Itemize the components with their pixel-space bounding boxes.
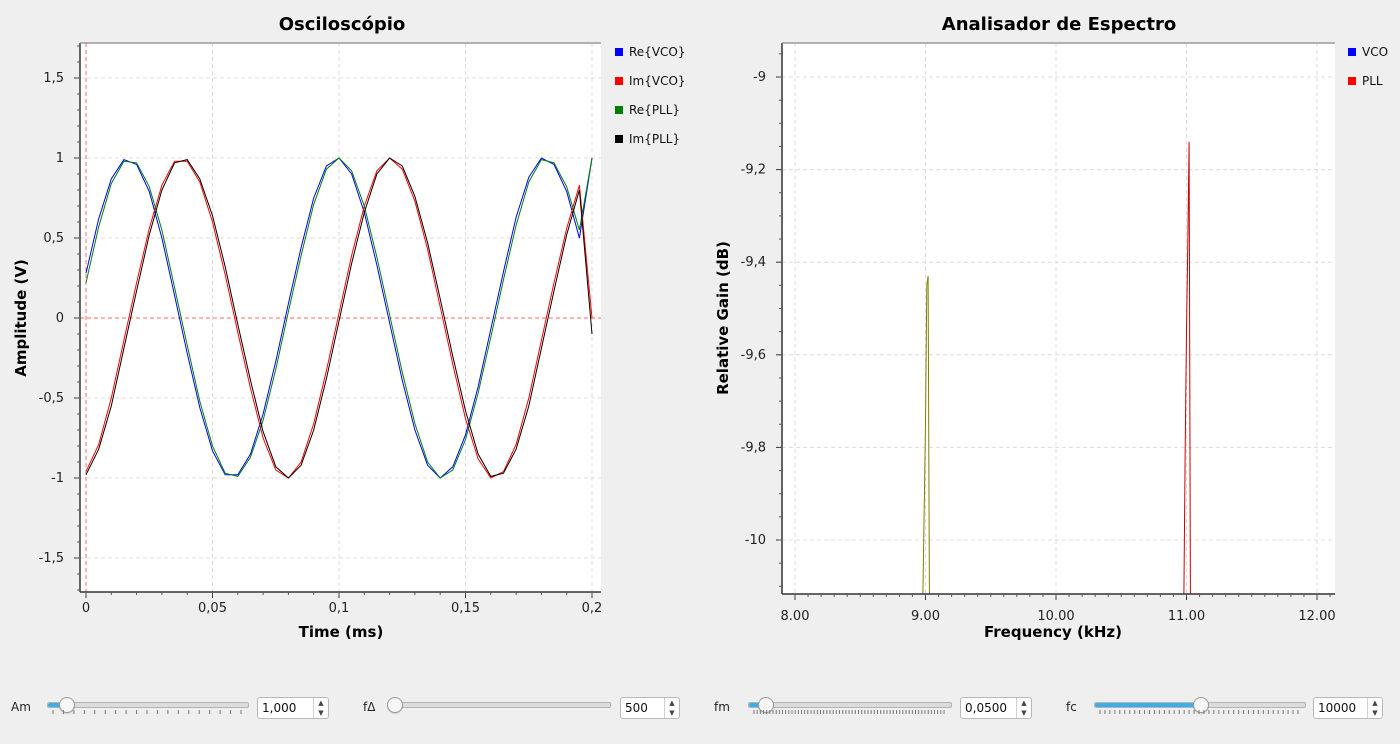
am-up-icon[interactable]: ▲	[318, 699, 324, 707]
fdelta-value[interactable]: 500	[625, 701, 648, 715]
legend-swatch	[615, 106, 623, 114]
spectrum-x-label: Frequency (kHz)	[984, 623, 1122, 641]
oscilloscope-y-tick-label: 0	[56, 311, 64, 326]
fdelta-label: fΔ	[363, 700, 376, 714]
oscilloscope-y-tick-label: 0,5	[43, 231, 64, 246]
fdelta-spinbox[interactable]: 500 ▲ ▼	[620, 697, 680, 719]
spectrum-x-tick-label: 10.00	[1037, 609, 1074, 624]
spectrum-x-ticks: 8.00 9.00 10.00 11.00 12.00	[781, 594, 1336, 624]
oscilloscope-y-tick-label: -1	[51, 471, 64, 486]
oscilloscope-x-tick-label: 0,15	[451, 601, 480, 616]
oscilloscope-y-label: Amplitude (V)	[12, 259, 30, 377]
spectrum-x-tick-label: 8.00	[781, 609, 810, 624]
legend-label: Im{PLL}	[629, 132, 680, 146]
am-spinbox[interactable]: 1,000 ▲ ▼	[257, 697, 329, 719]
fc-down-icon[interactable]: ▼	[1372, 709, 1378, 717]
spectrum-x-tick-label: 11.00	[1168, 609, 1205, 624]
oscilloscope-y-tick-label: -1,5	[39, 551, 64, 566]
fm-down-icon[interactable]: ▼	[1021, 709, 1027, 717]
fc-slider-fill	[1095, 703, 1200, 707]
fdelta-down-icon[interactable]: ▼	[669, 709, 675, 717]
legend-swatch	[1348, 48, 1356, 56]
spectrum-legend: VCO PLL	[1348, 45, 1388, 88]
oscilloscope-series-line	[85, 157, 593, 479]
spectrum-series-line	[1183, 141, 1191, 595]
fc-spinbox[interactable]: 10000 ▲ ▼	[1313, 697, 1383, 719]
spectrum-series	[922, 141, 1191, 595]
oscilloscope-legend: Re{VCO} Im{VCO} Re{PLL} Im{PLL}	[615, 45, 686, 146]
oscilloscope-x-tick-label: 0,2	[582, 601, 603, 616]
spectrum-title: Analisador de Espectro	[942, 14, 1176, 35]
fc-up-icon[interactable]: ▲	[1372, 699, 1378, 707]
am-slider[interactable]	[47, 697, 249, 713]
spectrum-grid	[782, 43, 1335, 594]
legend-label: VCO	[1362, 45, 1388, 59]
legend-label: Im{VCO}	[629, 74, 686, 88]
legend-swatch	[615, 48, 623, 56]
fc-slider-handle[interactable]	[1193, 697, 1209, 713]
spectrum-y-ticks: -9 -9,2 -9,4 -9,6 -9,8 -10	[741, 53, 782, 587]
fc-slider-ticks	[1099, 710, 1299, 714]
legend-swatch	[1348, 77, 1356, 85]
spectrum-x-tick-label: 9.00	[911, 609, 940, 624]
oscilloscope-x-label: Time (ms)	[299, 623, 384, 641]
oscilloscope-title: Osciloscópio	[279, 14, 406, 35]
am-slider-ticks	[52, 710, 242, 714]
spectrum-y-tick-label: -9	[753, 70, 766, 85]
fm-slider-fill	[749, 703, 766, 707]
fc-label: fc	[1066, 700, 1077, 714]
am-label: Am	[11, 700, 31, 714]
spectrum-y-tick-label: -9,6	[741, 348, 766, 363]
oscilloscope-grid	[80, 43, 601, 592]
fm-slider[interactable]	[748, 697, 952, 713]
legend-label: PLL	[1362, 74, 1383, 88]
am-slider-handle[interactable]	[59, 697, 75, 713]
oscilloscope-x-tick-label: 0,05	[198, 601, 227, 616]
fc-slider[interactable]	[1094, 697, 1306, 713]
am-slider-fill	[48, 703, 66, 707]
am-down-icon[interactable]: ▼	[318, 709, 324, 717]
spectrum-y-tick-label: -9,4	[741, 255, 766, 270]
fm-up-icon[interactable]: ▲	[1021, 699, 1027, 707]
fdelta-slider-handle[interactable]	[387, 697, 403, 713]
oscilloscope-x-tick-label: 0	[82, 601, 90, 616]
spectrum-x-tick-label: 12.00	[1298, 609, 1335, 624]
fc-value[interactable]: 10000	[1318, 701, 1357, 715]
oscilloscope-x-tick-label: 0,1	[329, 601, 350, 616]
spectrum-y-label: Relative Gain (dB)	[714, 241, 732, 395]
spectrum-y-tick-label: -9,8	[741, 440, 766, 455]
fm-value[interactable]: 0,0500	[965, 701, 1007, 715]
oscilloscope-y-tick-label: 1	[56, 151, 64, 166]
spectrum-series-line	[922, 276, 930, 595]
fm-spinbox[interactable]: 0,0500 ▲ ▼	[960, 697, 1032, 719]
spectrum-plot: Analisador de Espectro 8.00 9.00 10.00 11.0…	[714, 14, 1388, 641]
oscilloscope-x-ticks: 0 0,05 0,1 0,15 0,2	[82, 592, 602, 616]
legend-label: Re{VCO}	[629, 45, 685, 59]
legend-swatch	[615, 135, 623, 143]
oscilloscope-y-ticks: 1,5 1 0,5 0 -0,5 -1 -1,5	[39, 45, 80, 591]
oscilloscope-series-line	[85, 157, 593, 479]
oscilloscope-series-line	[85, 157, 593, 479]
fm-slider-ticks	[753, 710, 945, 714]
am-value[interactable]: 1,000	[262, 701, 297, 715]
legend-swatch	[615, 77, 623, 85]
oscilloscope-plot: Osciloscópio 0 0,05 0,1 0,15 0,2 1,5 1 0,5 0 -0,…	[12, 14, 686, 641]
spectrum-y-tick-label: -9,2	[741, 163, 766, 178]
oscilloscope-y-tick-label: 1,5	[43, 71, 64, 86]
oscilloscope-y-tick-label: -0,5	[39, 391, 64, 406]
legend-label: Re{PLL}	[629, 103, 680, 117]
spectrum-canvas[interactable]	[782, 43, 1335, 594]
spectrum-y-tick-label: -10	[745, 533, 766, 548]
oscilloscope-series	[85, 157, 593, 479]
fdelta-slider[interactable]	[387, 697, 611, 713]
fm-slider-handle[interactable]	[758, 697, 775, 713]
fm-label: fm	[714, 700, 730, 714]
fdelta-up-icon[interactable]: ▲	[669, 699, 675, 707]
